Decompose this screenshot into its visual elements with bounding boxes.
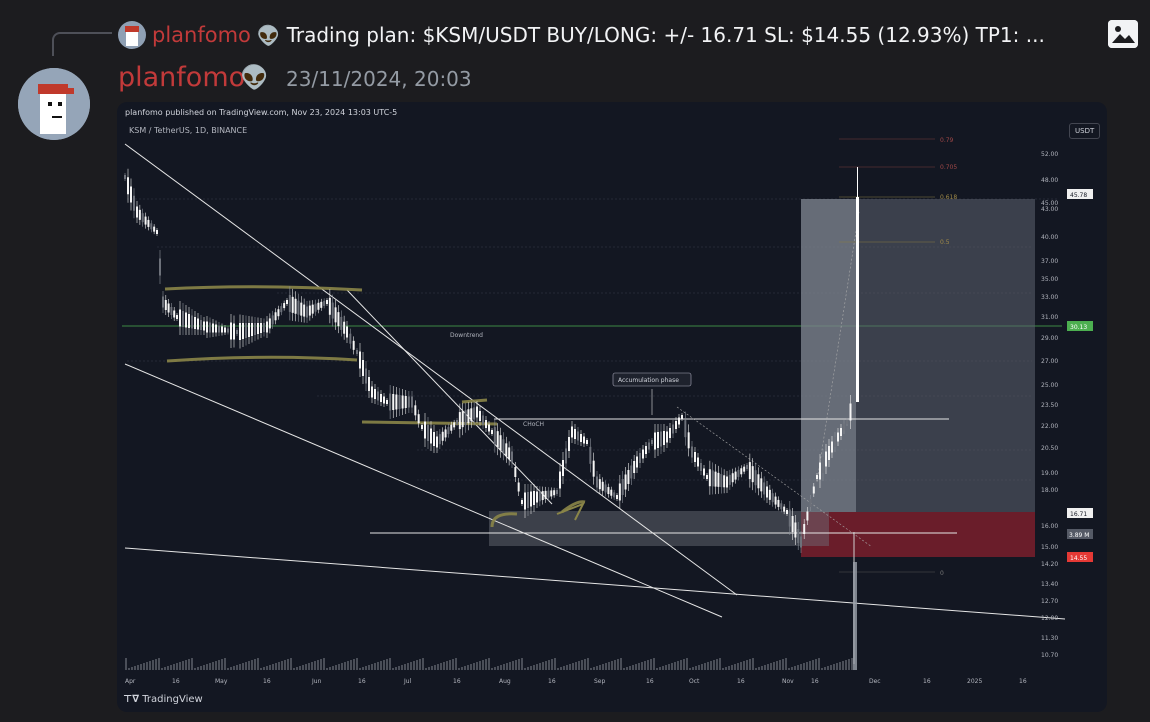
tradingview-icon: ⊤∇ bbox=[123, 694, 140, 705]
price-tag-entry: 16.71 bbox=[1070, 511, 1087, 518]
reply-text[interactable]: Trading plan: $KSM/USDT BUY/LONG: +/- 16… bbox=[286, 23, 1045, 47]
time-axis-label: Aug bbox=[499, 678, 511, 685]
fib-label: 0 bbox=[940, 570, 944, 577]
price-axis-label: 16.00 bbox=[1041, 523, 1058, 530]
price-axis-label: 12.00 bbox=[1041, 615, 1058, 622]
price-axis-label: 19.00 bbox=[1041, 470, 1058, 477]
time-axis-label: Jul bbox=[403, 678, 412, 685]
reply-author[interactable]: planfomo bbox=[152, 23, 251, 47]
price-axis-label: 45.00 bbox=[1041, 200, 1058, 207]
time-axis-label: 16 bbox=[453, 678, 461, 685]
accumulation-box bbox=[489, 511, 829, 546]
time-axis-label: 16 bbox=[358, 678, 366, 685]
price-axis-label: 33.00 bbox=[1041, 294, 1058, 301]
reply-avatar[interactable] bbox=[118, 21, 146, 49]
author-name[interactable]: planfomo bbox=[118, 62, 246, 93]
time-axis-label: 16 bbox=[811, 678, 819, 685]
price-axis-label: 12.70 bbox=[1041, 598, 1058, 605]
price-axis-label: 43.00 bbox=[1041, 206, 1058, 213]
stop-zone bbox=[801, 512, 1035, 557]
breakout-candle bbox=[856, 197, 859, 402]
time-axis-label: Sep bbox=[594, 678, 606, 685]
price-axis-label: 27.00 bbox=[1041, 358, 1058, 365]
fib-label: 0.705 bbox=[940, 164, 957, 171]
avatar[interactable] bbox=[18, 68, 90, 140]
reply-connector bbox=[52, 32, 112, 56]
price-axis-label: 25.00 bbox=[1041, 382, 1058, 389]
time-axis-label: Apr bbox=[125, 678, 136, 685]
fib-label: 0.618 bbox=[940, 194, 957, 201]
downtrend-label: Downtrend bbox=[450, 332, 483, 339]
price-axis-label: 31.00 bbox=[1041, 314, 1058, 321]
price-axis-label: 11.30 bbox=[1041, 635, 1058, 642]
alien-emoji: 👽 bbox=[240, 65, 269, 91]
fib-label: 0.79 bbox=[940, 137, 954, 144]
alien-emoji: 👽 bbox=[256, 24, 281, 47]
tradingview-brand: TradingView bbox=[142, 694, 203, 705]
price-axis-label: 22.00 bbox=[1041, 423, 1058, 430]
time-axis-label: 16 bbox=[1019, 678, 1027, 685]
chart-image[interactable]: planfomo published on TradingView.com, N… bbox=[117, 102, 1107, 712]
price-axis-label: 20.50 bbox=[1041, 445, 1058, 452]
time-axis-label: Nov bbox=[782, 678, 794, 685]
accumulation-label: Accumulation phase bbox=[618, 377, 679, 384]
price-tag-current: 45.78 bbox=[1070, 192, 1087, 199]
time-axis-label: Jun bbox=[311, 678, 322, 685]
symbol-line: KSM / TetherUS, 1D, BINANCE bbox=[129, 126, 248, 135]
currency-badge: USDT bbox=[1069, 123, 1101, 139]
price-axis-label: 10.70 bbox=[1041, 652, 1058, 659]
tradingview-logo[interactable]: ⊤∇ TradingView bbox=[123, 694, 203, 705]
price-axis-label: 23.50 bbox=[1041, 402, 1058, 409]
price-tag-green: 30.13 bbox=[1070, 324, 1087, 331]
price-tag-stop: 14.55 bbox=[1070, 555, 1087, 562]
time-axis-label: 16 bbox=[263, 678, 271, 685]
choch-label: CHoCH bbox=[523, 421, 544, 428]
price-axis-label: 40.00 bbox=[1041, 234, 1058, 241]
time-axis-label: Dec bbox=[869, 678, 881, 685]
price-axis-label: 29.00 bbox=[1041, 335, 1058, 342]
time-axis-label: Oct bbox=[689, 678, 700, 685]
image-icon bbox=[1108, 20, 1138, 48]
time-axis-label: 16 bbox=[923, 678, 931, 685]
price-axis-label: 18.00 bbox=[1041, 487, 1058, 494]
price-axis-label: 35.00 bbox=[1041, 276, 1058, 283]
time-axis-label: May bbox=[215, 678, 228, 685]
price-axis-label: 37.00 bbox=[1041, 258, 1058, 265]
reply-preview[interactable]: planfomo 👽 Trading plan: $KSM/USDT BUY/L… bbox=[118, 18, 1093, 52]
price-chart: Downtrend Accumulation phase CHoCH 0.79 … bbox=[122, 137, 1093, 685]
time-axis-label: 16 bbox=[646, 678, 654, 685]
time-axis-label: 16 bbox=[172, 678, 180, 685]
price-axis-label: 52.00 bbox=[1041, 151, 1058, 158]
time-axis-label: 16 bbox=[737, 678, 745, 685]
price-axis-label: 15.00 bbox=[1041, 544, 1058, 551]
price-tag-countdown: 3.89 M bbox=[1069, 532, 1089, 539]
price-axis-label: 13.40 bbox=[1041, 581, 1058, 588]
published-line: planfomo published on TradingView.com, N… bbox=[125, 108, 398, 117]
message-timestamp: 23/11/2024, 20:03 bbox=[286, 67, 472, 91]
time-axis-label: 16 bbox=[548, 678, 556, 685]
time-axis-label: 2025 bbox=[967, 678, 982, 685]
price-axis-label: 48.00 bbox=[1041, 177, 1058, 184]
price-axis-label: 14.20 bbox=[1041, 561, 1058, 568]
fib-label: 0.5 bbox=[940, 239, 950, 246]
